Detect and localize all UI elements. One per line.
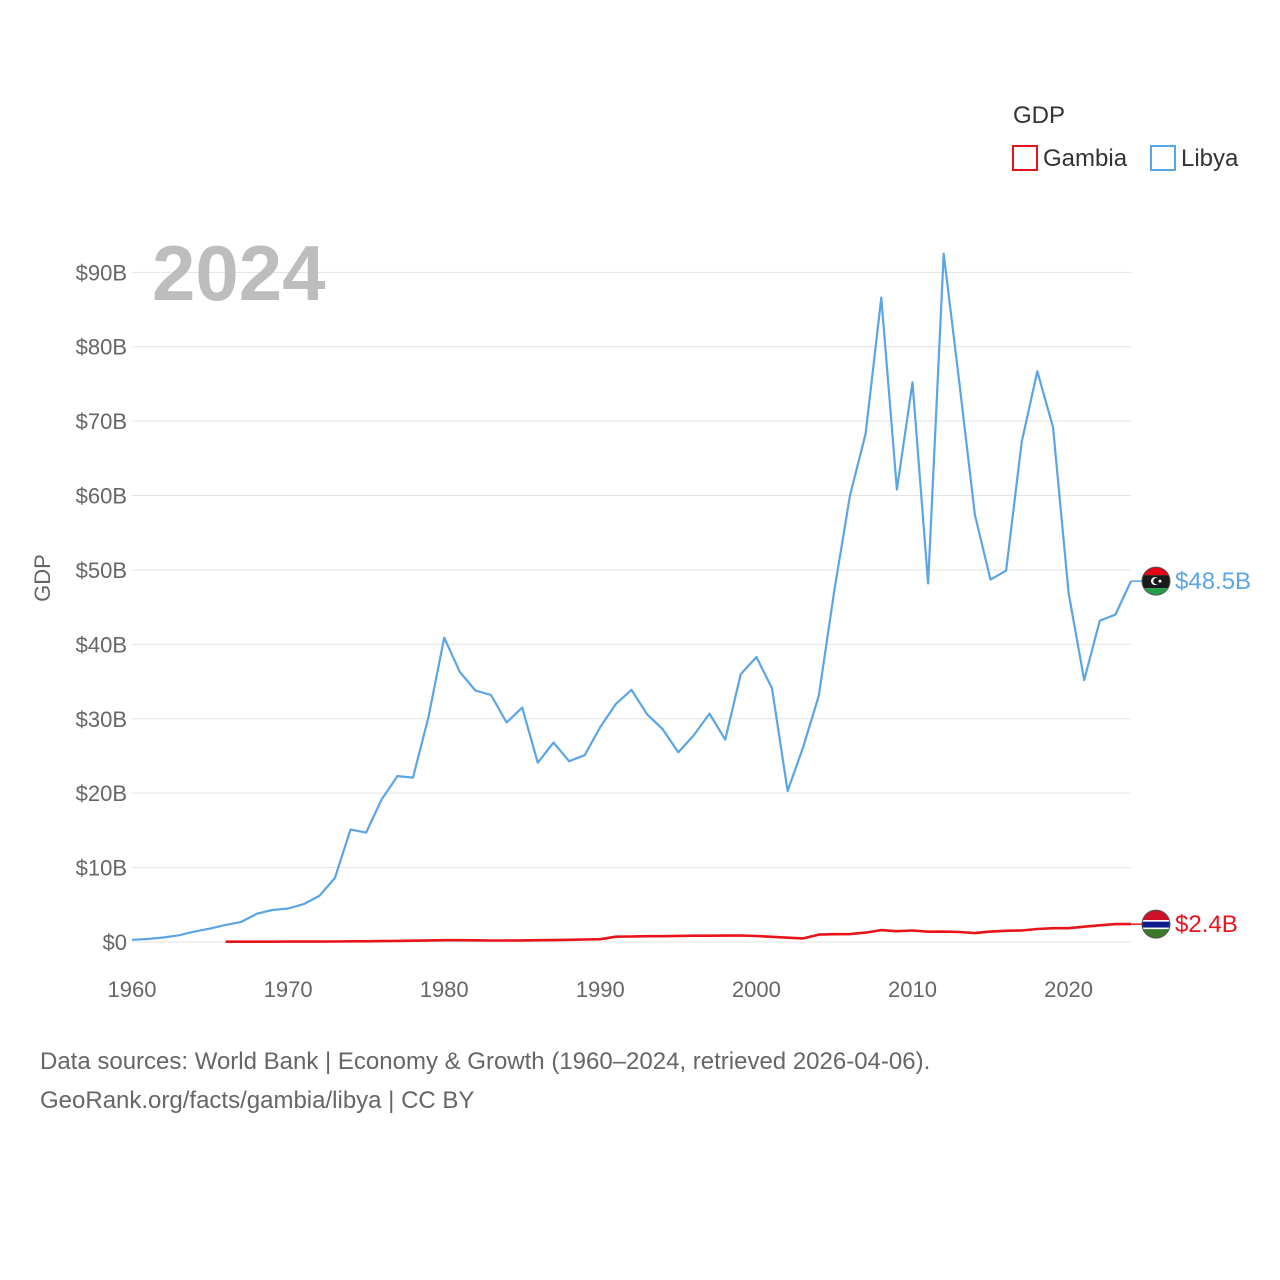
grid-lines [132,271,1131,943]
flag-stripe [1142,567,1170,576]
flag-stripe [1142,921,1170,928]
end-value-label-gambia: $2.4B [1175,911,1238,938]
series-lines [131,252,1132,944]
x-tick-label: 1990 [576,977,625,1002]
y-tick-label: $80B [76,335,127,360]
flag-stripe [1142,929,1170,939]
legend-item-libya[interactable]: Libya [1150,145,1239,172]
legend-item-gambia[interactable]: Gambia [1012,145,1128,172]
libya-flag-icon [1141,566,1171,596]
flag-stripe [1142,920,1170,922]
flag-stripe [1142,588,1170,596]
legend: GDP Gambia Libya [1012,102,1239,172]
flag-body [1142,567,1170,596]
flag-border [1141,566,1171,596]
x-tick-label: 1980 [420,977,469,1002]
series-line-gambia [225,922,1131,944]
data-source-footer: Data sources: World Bank | Economy & Gro… [40,1042,930,1120]
y-tick-label: $90B [76,260,127,285]
y-tick-label: $20B [76,781,127,806]
source-line-2: GeoRank.org/facts/gambia/libya | CC BY [40,1087,475,1114]
legend-title: GDP [1013,102,1065,129]
flag-body [1142,910,1170,939]
flag-stripe [1142,927,1170,930]
y-tick-label: $40B [76,632,127,657]
y-tick-label: $70B [76,409,127,434]
flag-border [1141,909,1171,939]
x-tick-label: 1960 [108,977,157,1002]
x-tick-label: 2010 [888,977,937,1002]
gambia-flag-icon [1141,909,1171,939]
y-axis-label: GDP [30,554,55,602]
year-label: 2024 [152,229,326,317]
end-value-label-libya: $48.5B [1175,568,1251,595]
x-tick-label: 2000 [732,977,781,1002]
flag-crescent-cut [1153,577,1160,585]
x-tick-label: 1970 [264,977,313,1002]
flag-stripe [1142,910,1170,921]
x-axis-ticks: 1960 1970 1980 1990 2000 2010 2020 [108,977,1094,1002]
legend-label-libya: Libya [1181,145,1239,172]
y-tick-label: $10B [76,856,127,881]
series-line-libya [131,252,1132,941]
y-axis-ticks: $0 $10B $20B $30B $40B $50B $60B $70B $80B $90B [76,260,127,955]
flag-star [1158,579,1162,583]
y-tick-label: $0 [103,930,127,955]
legend-swatch-libya [1150,145,1176,171]
y-tick-label: $50B [76,558,127,583]
x-tick-label: 2020 [1044,977,1093,1002]
source-line-1: Data sources: World Bank | Economy & Gro… [40,1048,931,1075]
y-tick-label: $60B [76,484,127,509]
legend-swatch-gambia [1012,145,1038,171]
y-tick-label: $30B [76,707,127,732]
legend-label-gambia: Gambia [1043,145,1128,172]
end-markers: $2.4B $48.5B [1131,566,1251,939]
